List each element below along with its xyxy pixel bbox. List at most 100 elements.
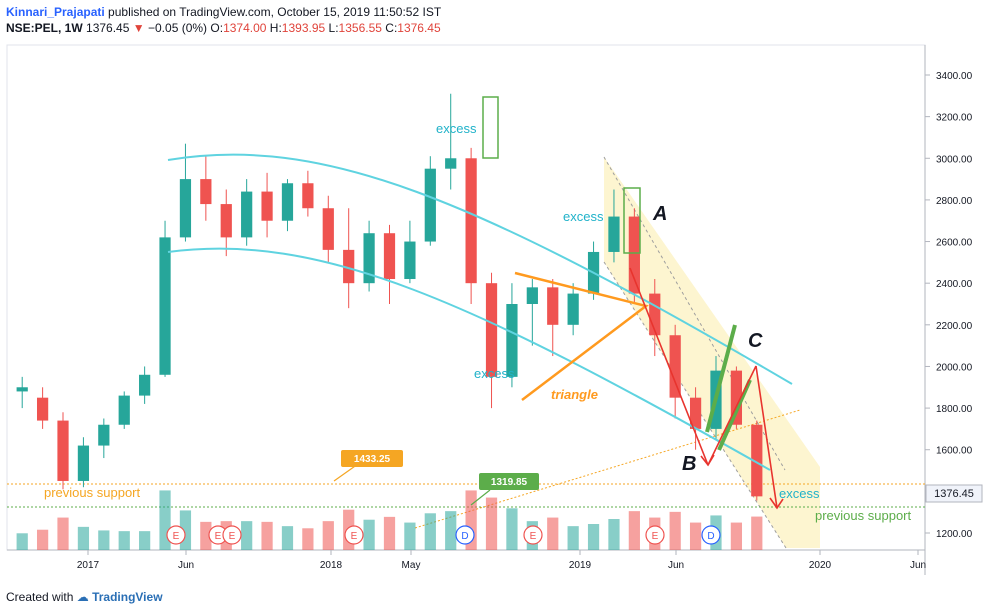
symbol-label: NSE:PEL, 1W xyxy=(6,21,83,35)
last-price-tag: 1376.45 xyxy=(925,484,983,503)
triangle-pattern xyxy=(514,271,649,401)
price-tick-label: 2600.00 xyxy=(936,238,973,249)
event-marker-circle xyxy=(523,525,543,545)
last-price: 1376.45 xyxy=(86,21,130,35)
volume-bar xyxy=(608,519,620,550)
candle-body xyxy=(77,445,90,481)
event-marker-label: E xyxy=(229,531,236,542)
candle-body xyxy=(445,158,457,169)
high-value: 1393.95 xyxy=(281,21,326,35)
time-tick-label: 2019 xyxy=(569,560,592,571)
volume-bar xyxy=(587,524,600,550)
volume-bar xyxy=(730,522,743,550)
volume-bar xyxy=(98,530,110,550)
candle-body xyxy=(241,191,253,238)
price-tick-label: 2200.00 xyxy=(936,321,973,332)
tradingview-brand[interactable]: TradingView xyxy=(92,590,163,604)
callout-orange-value: 1433.25 xyxy=(354,454,391,465)
candle-body xyxy=(424,168,436,242)
candle-body xyxy=(98,424,110,446)
volume-bar xyxy=(159,490,171,550)
volume-bar xyxy=(547,517,559,550)
published-text: published on TradingView.com, October 15… xyxy=(108,5,442,19)
volume-bar xyxy=(261,521,273,550)
excess-label-3: excess xyxy=(474,366,515,381)
author-name[interactable]: Kinnari_Prajapati xyxy=(6,5,105,19)
channel-lower-curve xyxy=(167,247,771,471)
rising-dotted-line xyxy=(414,409,801,529)
publish-line: Kinnari_Prajapati published on TradingVi… xyxy=(6,4,441,20)
arrow-b-to-c xyxy=(707,365,757,466)
price-tick-label: 1200.00 xyxy=(936,529,973,540)
arrowhead-c xyxy=(769,497,784,510)
time-tick-label: Jun xyxy=(668,560,684,571)
event-marker-circle xyxy=(645,525,665,545)
candle-body xyxy=(751,424,763,497)
candle-body xyxy=(57,420,69,481)
triangle-label: triangle xyxy=(551,387,598,402)
volume-bar xyxy=(689,522,702,550)
candle-body xyxy=(567,293,579,325)
event-marker-circle xyxy=(222,525,242,545)
candle-body xyxy=(281,183,294,221)
event-marker-label: E xyxy=(530,531,537,542)
candle-body xyxy=(322,208,334,250)
candle-body xyxy=(363,233,375,284)
volume-bar xyxy=(485,497,498,550)
time-tick-label: May xyxy=(402,560,421,571)
arrow-c-down xyxy=(755,365,778,509)
candle-body xyxy=(465,158,477,284)
candle-body xyxy=(118,395,130,425)
candle-body xyxy=(16,387,28,392)
callout-green-pointer xyxy=(470,489,491,506)
candle-body xyxy=(302,183,314,209)
projection-zone xyxy=(604,157,820,548)
volume-bar xyxy=(179,510,192,550)
candle-body xyxy=(343,249,355,284)
callout-green-box xyxy=(479,473,539,490)
event-marker-circle xyxy=(455,525,475,545)
candle-body xyxy=(485,283,498,377)
event-marker-circle xyxy=(701,525,721,545)
candle-body xyxy=(36,397,49,421)
volume-bar xyxy=(322,521,334,550)
time-tick-label: 2017 xyxy=(77,560,100,571)
tradingview-cloud-icon: ☁ xyxy=(76,590,89,604)
volume-bars xyxy=(16,490,763,550)
last-price-value: 1376.45 xyxy=(934,488,974,500)
candle-body xyxy=(506,304,518,377)
candle-body xyxy=(179,179,192,238)
event-marker-label: E xyxy=(652,531,659,542)
event-marker-circle xyxy=(344,525,364,545)
green-trend-line-2 xyxy=(717,379,752,451)
excess-label-1: excess xyxy=(436,121,477,136)
volume-bar xyxy=(57,517,69,550)
price-axis[interactable]: 3400.00 3200.00 3000.00 2800.00 2600.00 2400.… xyxy=(925,71,973,540)
change-value: −0.05 (0%) xyxy=(148,21,208,35)
volume-bar xyxy=(118,531,130,550)
price-tick-label: 3200.00 xyxy=(936,113,973,124)
candle-body xyxy=(261,191,273,221)
green-trend-line-1 xyxy=(705,324,737,433)
candle-body xyxy=(689,397,702,429)
event-marker-circle xyxy=(166,525,186,545)
wave-label-c: C xyxy=(748,330,763,352)
volume-bar xyxy=(302,528,314,550)
callout-orange-box xyxy=(341,450,403,467)
candle-body xyxy=(526,287,538,304)
volume-bar xyxy=(139,531,151,550)
volume-bar xyxy=(506,508,518,550)
price-tick-label: 1800.00 xyxy=(936,404,973,415)
volume-bar xyxy=(281,526,294,550)
time-axis[interactable]: 2017 Jun 2018 May 2019 Jun 2020 Jun xyxy=(77,550,926,571)
low-value: 1356.55 xyxy=(338,21,382,35)
last-price-box xyxy=(925,484,983,503)
excess-box-2 xyxy=(623,187,641,254)
candle-body xyxy=(383,233,396,280)
excess-box-1 xyxy=(482,96,499,159)
price-tick-label: 2000.00 xyxy=(936,362,973,373)
arrow-a-to-b xyxy=(629,267,709,466)
volume-bar xyxy=(363,519,375,550)
